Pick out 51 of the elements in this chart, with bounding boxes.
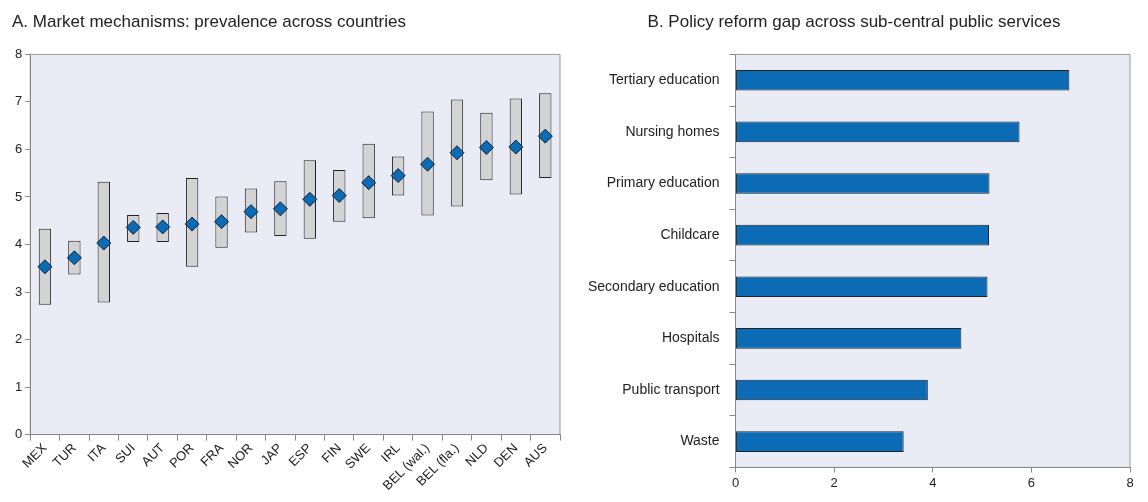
y-tick-label: 4 xyxy=(15,236,23,252)
x-tick-label: ITA xyxy=(84,439,109,465)
y-tick-label: 1 xyxy=(15,378,23,394)
point xyxy=(478,140,494,156)
y-tick-label: Primary education xyxy=(606,174,720,191)
point xyxy=(184,216,200,232)
x-tick-label: 8 xyxy=(1126,474,1134,490)
x-tick-label: 6 xyxy=(1027,474,1035,490)
point xyxy=(331,188,347,204)
x-tick-label: JAP xyxy=(257,440,286,468)
x-tick-label: NLD xyxy=(462,440,492,470)
point xyxy=(361,175,377,191)
point xyxy=(66,250,82,266)
point xyxy=(96,235,112,251)
point xyxy=(272,201,288,217)
x-tick-label: ESP xyxy=(285,440,315,470)
x-tick-label: TUR xyxy=(49,440,80,470)
x-tick-label: FIN xyxy=(318,440,344,466)
x-tick-label: 4 xyxy=(929,474,937,490)
x-tick-label: 2 xyxy=(830,474,838,490)
y-tick-label: 8 xyxy=(15,45,23,61)
chart-title: A. Market mechanisms: prevalence across countries xyxy=(12,11,406,31)
point xyxy=(155,219,171,235)
y-tick-label: Waste xyxy=(680,432,720,449)
point xyxy=(449,145,465,161)
y-tick-label: Childcare xyxy=(660,225,720,242)
point xyxy=(390,168,406,184)
point xyxy=(420,156,436,172)
y-tick-label: 0 xyxy=(15,426,23,442)
y-tick-label: Hospitals xyxy=(661,329,720,346)
x-tick-label: FRA xyxy=(197,439,227,470)
y-tick-label: 2 xyxy=(15,331,23,347)
point xyxy=(302,191,318,207)
x-tick-label: IRL xyxy=(377,440,403,466)
point xyxy=(125,219,141,235)
point xyxy=(214,214,230,230)
y-tick-label: Nursing homes xyxy=(625,122,720,139)
x-tick-label: SUI xyxy=(111,440,138,467)
point xyxy=(508,139,524,155)
y-tick-label: 6 xyxy=(15,141,23,157)
chart-title: B. Policy reform gap across sub-central public services xyxy=(647,11,1061,31)
y-tick-label: 7 xyxy=(15,93,23,109)
y-tick-label: 3 xyxy=(15,283,23,299)
point xyxy=(243,204,259,220)
y-tick-label: Tertiary education xyxy=(609,71,720,88)
y-tick-label: 5 xyxy=(15,188,23,204)
point xyxy=(537,128,553,144)
point xyxy=(37,259,53,275)
x-tick-label: 0 xyxy=(731,474,740,490)
y-tick-label: Secondary education xyxy=(587,277,720,294)
y-tick-label: Public transport xyxy=(622,380,720,397)
